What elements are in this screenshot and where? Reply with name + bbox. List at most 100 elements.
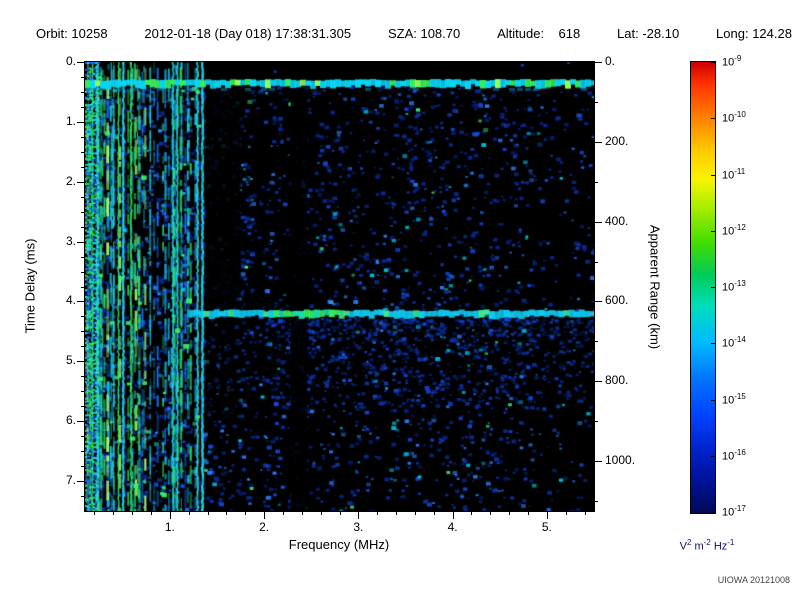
x-minor-tick xyxy=(94,511,96,515)
colorbar-tick-label: 10-13 xyxy=(722,279,746,294)
colorbar-tick-label: 10-10 xyxy=(722,110,746,125)
x-tick xyxy=(264,511,266,519)
colorbar-tick-label: 10-16 xyxy=(722,447,746,463)
y-minor-tick xyxy=(81,466,85,468)
y-minor-tick xyxy=(81,331,85,333)
y-tick xyxy=(77,181,85,183)
colorbar-tick xyxy=(711,230,715,232)
header-sza: SZA: 108.70 xyxy=(387,26,461,41)
x-minor-tick xyxy=(584,511,586,515)
y-minor-tick xyxy=(81,256,85,258)
x-minor-tick xyxy=(113,511,115,515)
r-tick xyxy=(594,461,602,463)
header-altitude: Altitude: 618 xyxy=(497,26,581,41)
y-tick xyxy=(77,481,85,483)
colorbar-units: V2 m-2 Hz-1 xyxy=(652,538,762,553)
x-tick-label: 2. xyxy=(259,520,270,534)
watermark: UIOWA 20121008 xyxy=(717,575,790,585)
r-tick-label: 800. xyxy=(605,373,629,388)
colorbar-tick xyxy=(711,287,715,288)
y-minor-tick xyxy=(81,106,85,108)
r-tick xyxy=(594,62,602,63)
x-minor-tick xyxy=(396,511,398,515)
x-minor-tick xyxy=(490,511,492,515)
colorbar-tick xyxy=(711,455,715,457)
unit-v: V xyxy=(679,540,687,553)
y-minor-tick xyxy=(81,376,85,378)
r-tick-label: 400. xyxy=(605,213,629,228)
unit-m-exp: -2 xyxy=(703,538,711,547)
y-tick-label: 7. xyxy=(65,473,76,488)
r-minor-tick xyxy=(594,181,598,183)
header-datetime: 2012-01-18 (Day 018) 17:38:31.305 xyxy=(144,26,352,41)
y-minor-tick xyxy=(81,166,85,168)
x-minor-tick xyxy=(282,511,284,515)
x-axis-label: Frequency (MHz) xyxy=(288,537,390,552)
x-tick-label: 4. xyxy=(447,520,458,534)
x-minor-tick xyxy=(528,511,530,515)
colorbar-tick-label: 10-14 xyxy=(722,335,746,350)
r-tick-label: 1000. xyxy=(605,453,636,468)
y-minor-tick xyxy=(81,436,85,438)
r-minor-tick xyxy=(594,101,598,103)
plot-area xyxy=(84,61,595,512)
r-tick xyxy=(594,221,602,223)
r-tick-label: 0. xyxy=(605,54,616,68)
r-minor-tick xyxy=(594,341,598,343)
x-tick xyxy=(358,511,360,519)
colorbar-tick-label: 10-15 xyxy=(722,391,746,407)
r-tick xyxy=(594,141,602,143)
spectrogram-canvas xyxy=(85,62,594,511)
y-tick-label: 4. xyxy=(65,293,76,308)
colorbar-tick-label: 10-11 xyxy=(722,166,746,182)
colorbar-tick xyxy=(711,118,715,120)
x-minor-tick xyxy=(320,511,322,515)
y-minor-tick xyxy=(81,136,85,138)
y-minor-tick xyxy=(81,286,85,288)
x-minor-tick xyxy=(414,511,416,515)
y-tick-label: 6. xyxy=(65,413,76,428)
y-minor-tick xyxy=(81,151,85,153)
y-tick-label: 5. xyxy=(65,353,76,368)
x-minor-tick xyxy=(245,511,247,515)
colorbar-tick-label: 10-17 xyxy=(722,504,746,519)
x-minor-tick xyxy=(471,511,473,515)
r-tick xyxy=(594,381,602,383)
header-orbit: Orbit: 10258 xyxy=(36,26,108,41)
y-minor-tick xyxy=(81,196,85,198)
y-minor-tick xyxy=(81,391,85,393)
y-minor-tick xyxy=(81,496,85,498)
unit-hz-exp: -1 xyxy=(727,538,735,547)
r-minor-tick xyxy=(594,421,598,423)
colorbar-tick xyxy=(711,512,715,513)
x-tick-label: 1. xyxy=(164,520,175,534)
unit-m: m xyxy=(691,540,704,553)
y-minor-tick xyxy=(81,91,85,93)
y-tick xyxy=(77,121,85,123)
x-minor-tick xyxy=(433,511,435,515)
r-tick-label: 600. xyxy=(605,293,629,308)
x-minor-tick xyxy=(377,511,379,515)
y-axis-label-right: Apparent Range (km) xyxy=(647,224,663,350)
x-minor-tick xyxy=(207,511,209,515)
colorbar-tick xyxy=(711,343,715,345)
y-minor-tick xyxy=(81,76,85,78)
x-minor-tick xyxy=(132,511,134,515)
y-minor-tick xyxy=(81,346,85,348)
x-tick-label: 5. xyxy=(541,520,552,534)
r-minor-tick xyxy=(594,501,598,503)
x-minor-tick xyxy=(565,511,567,515)
colorbar-tick-label: 10-12 xyxy=(722,222,746,238)
colorbar-tick-label: 10-9 xyxy=(722,54,742,69)
x-minor-tick xyxy=(188,511,190,515)
y-tick xyxy=(77,361,85,363)
y-tick xyxy=(77,62,85,63)
colorbar-tick xyxy=(711,62,715,63)
unit-v-exp: 2 xyxy=(686,538,692,547)
y-tick-label: 3. xyxy=(65,233,76,248)
y-tick-label: 1. xyxy=(65,113,76,128)
y-tick-label: 0. xyxy=(65,54,76,68)
x-tick-label: 3. xyxy=(353,520,364,534)
x-minor-tick xyxy=(509,511,511,515)
